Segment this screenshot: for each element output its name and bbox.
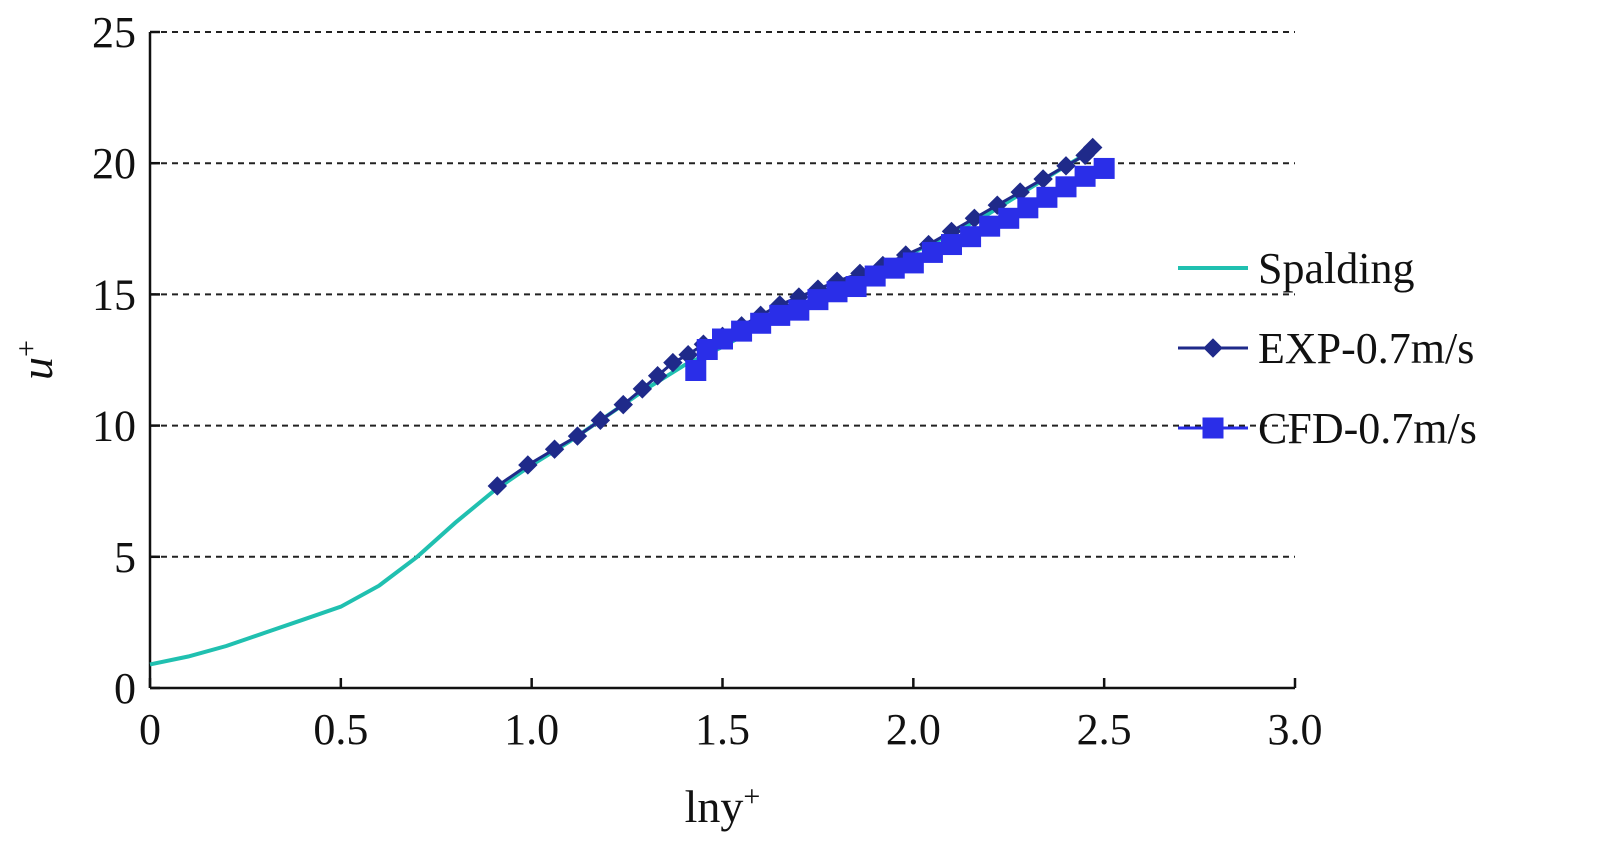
data-point [845, 276, 867, 298]
data-point [826, 281, 848, 303]
data-point [979, 215, 1001, 237]
data-point [788, 299, 810, 321]
data-point [864, 265, 886, 287]
data-point [1083, 137, 1103, 158]
legend-marker [1203, 338, 1223, 358]
legend: Spalding EXP-0.7m/s CFD-0.7m/s [1178, 244, 1477, 453]
legend-label: CFD-0.7m/s [1258, 404, 1477, 453]
axis-labels: lny+ u+ [10, 340, 760, 832]
data-point [685, 359, 707, 381]
data-point [883, 257, 905, 279]
data-point [487, 476, 508, 496]
data-point [731, 320, 753, 342]
series-cfd-0-7m-s [685, 157, 1115, 381]
data-point [998, 207, 1020, 229]
x-axis-label-sup: + [743, 780, 760, 813]
data-point [769, 304, 791, 326]
data-point [544, 439, 565, 459]
legend-marker [1202, 417, 1224, 439]
data-point [1036, 186, 1058, 208]
data-point [941, 234, 962, 256]
legend-label: Spalding [1258, 244, 1414, 293]
data-point [1074, 165, 1096, 187]
data-point [663, 352, 683, 373]
y-axis-label-main: u [11, 357, 62, 380]
data-point [647, 366, 668, 386]
data-point [712, 328, 733, 350]
legend-label: EXP-0.7m/s [1258, 324, 1474, 373]
data-point [632, 379, 653, 399]
x-tick-label: 2.5 [1077, 705, 1132, 754]
y-axis-label: u+ [10, 340, 62, 380]
x-tick-label: 0.5 [313, 705, 368, 754]
y-tick-label: 20 [92, 139, 136, 188]
tick-labels: 0 5 10 15 20 25 0 0.5 1.0 1.5 2.0 2.5 3.0 [92, 8, 1323, 754]
x-tick-label: 0 [139, 705, 161, 754]
x-tick-label: 3.0 [1268, 705, 1323, 754]
y-tick-label: 0 [114, 664, 136, 713]
data-point [960, 226, 982, 248]
data-point [1017, 197, 1039, 219]
data-point [590, 410, 611, 431]
axes [148, 30, 1297, 690]
data-point [518, 455, 538, 475]
x-axis-label-main: lny [685, 781, 744, 832]
y-axis-label-sup: + [10, 340, 43, 357]
x-tick-label: 1.5 [695, 705, 750, 754]
data-series [149, 137, 1115, 667]
x-axis-label: lny+ [685, 780, 761, 832]
grid-lines [150, 31, 1295, 558]
data-point [807, 289, 829, 311]
y-tick-label: 10 [92, 402, 136, 451]
y-tick-label: 25 [92, 8, 136, 57]
data-point [1055, 176, 1077, 198]
x-tick-label: 2.0 [886, 705, 941, 754]
data-point [750, 312, 772, 334]
data-point [902, 252, 924, 274]
data-point [567, 426, 588, 446]
data-point [613, 394, 633, 415]
data-point [1056, 156, 1076, 176]
y-tick-label: 5 [114, 533, 136, 582]
y-tick-label: 15 [92, 270, 136, 319]
data-point [1093, 157, 1115, 179]
x-tick-label: 1.0 [504, 705, 559, 754]
data-point [921, 241, 943, 263]
